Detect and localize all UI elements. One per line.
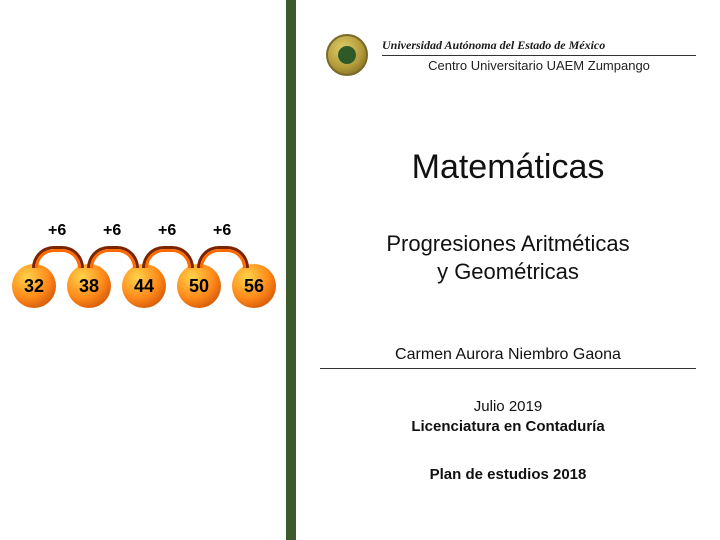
author-name: Carmen Aurora Niembro Gaona <box>320 346 696 369</box>
difference-label: +6 <box>48 222 66 240</box>
arithmetic-progression-diagram: 3238445056 +6 +6 +6 +6 <box>0 222 286 312</box>
university-crest-icon <box>320 28 374 82</box>
subtitle-line-2: y Geométricas <box>437 259 579 284</box>
subtitle-line-1: Progresiones Aritméticas <box>386 231 629 256</box>
sequence-ball: 32 <box>12 264 56 308</box>
university-name: Universidad Autónoma del Estado de Méxic… <box>382 38 696 56</box>
left-column: 3238445056 +6 +6 +6 +6 <box>0 0 296 540</box>
sequence-ball: 44 <box>122 264 166 308</box>
page-title: Matemáticas <box>320 148 696 187</box>
sequence-ball: 38 <box>67 264 111 308</box>
difference-label: +6 <box>103 222 121 240</box>
degree-program: Licenciatura en Contaduría <box>320 418 696 435</box>
right-column: Universidad Autónoma del Estado de Méxic… <box>296 0 720 540</box>
vertical-divider-bar <box>286 0 296 540</box>
sequence-ball: 56 <box>232 264 276 308</box>
centro-name: Centro Universitario UAEM Zumpango <box>382 58 696 73</box>
header-block: Universidad Autónoma del Estado de Méxic… <box>320 28 696 82</box>
difference-label: +6 <box>213 222 231 240</box>
slide: 3238445056 +6 +6 +6 +6 Universidad Autónoma … <box>0 0 720 540</box>
study-plan: Plan de estudios 2018 <box>320 466 696 483</box>
date: Julio 2019 <box>320 398 696 415</box>
header-text: Universidad Autónoma del Estado de Méxic… <box>382 38 696 73</box>
sequence-ball: 50 <box>177 264 221 308</box>
difference-label: +6 <box>158 222 176 240</box>
page-subtitle: Progresiones Aritméticas y Geométricas <box>320 230 696 285</box>
